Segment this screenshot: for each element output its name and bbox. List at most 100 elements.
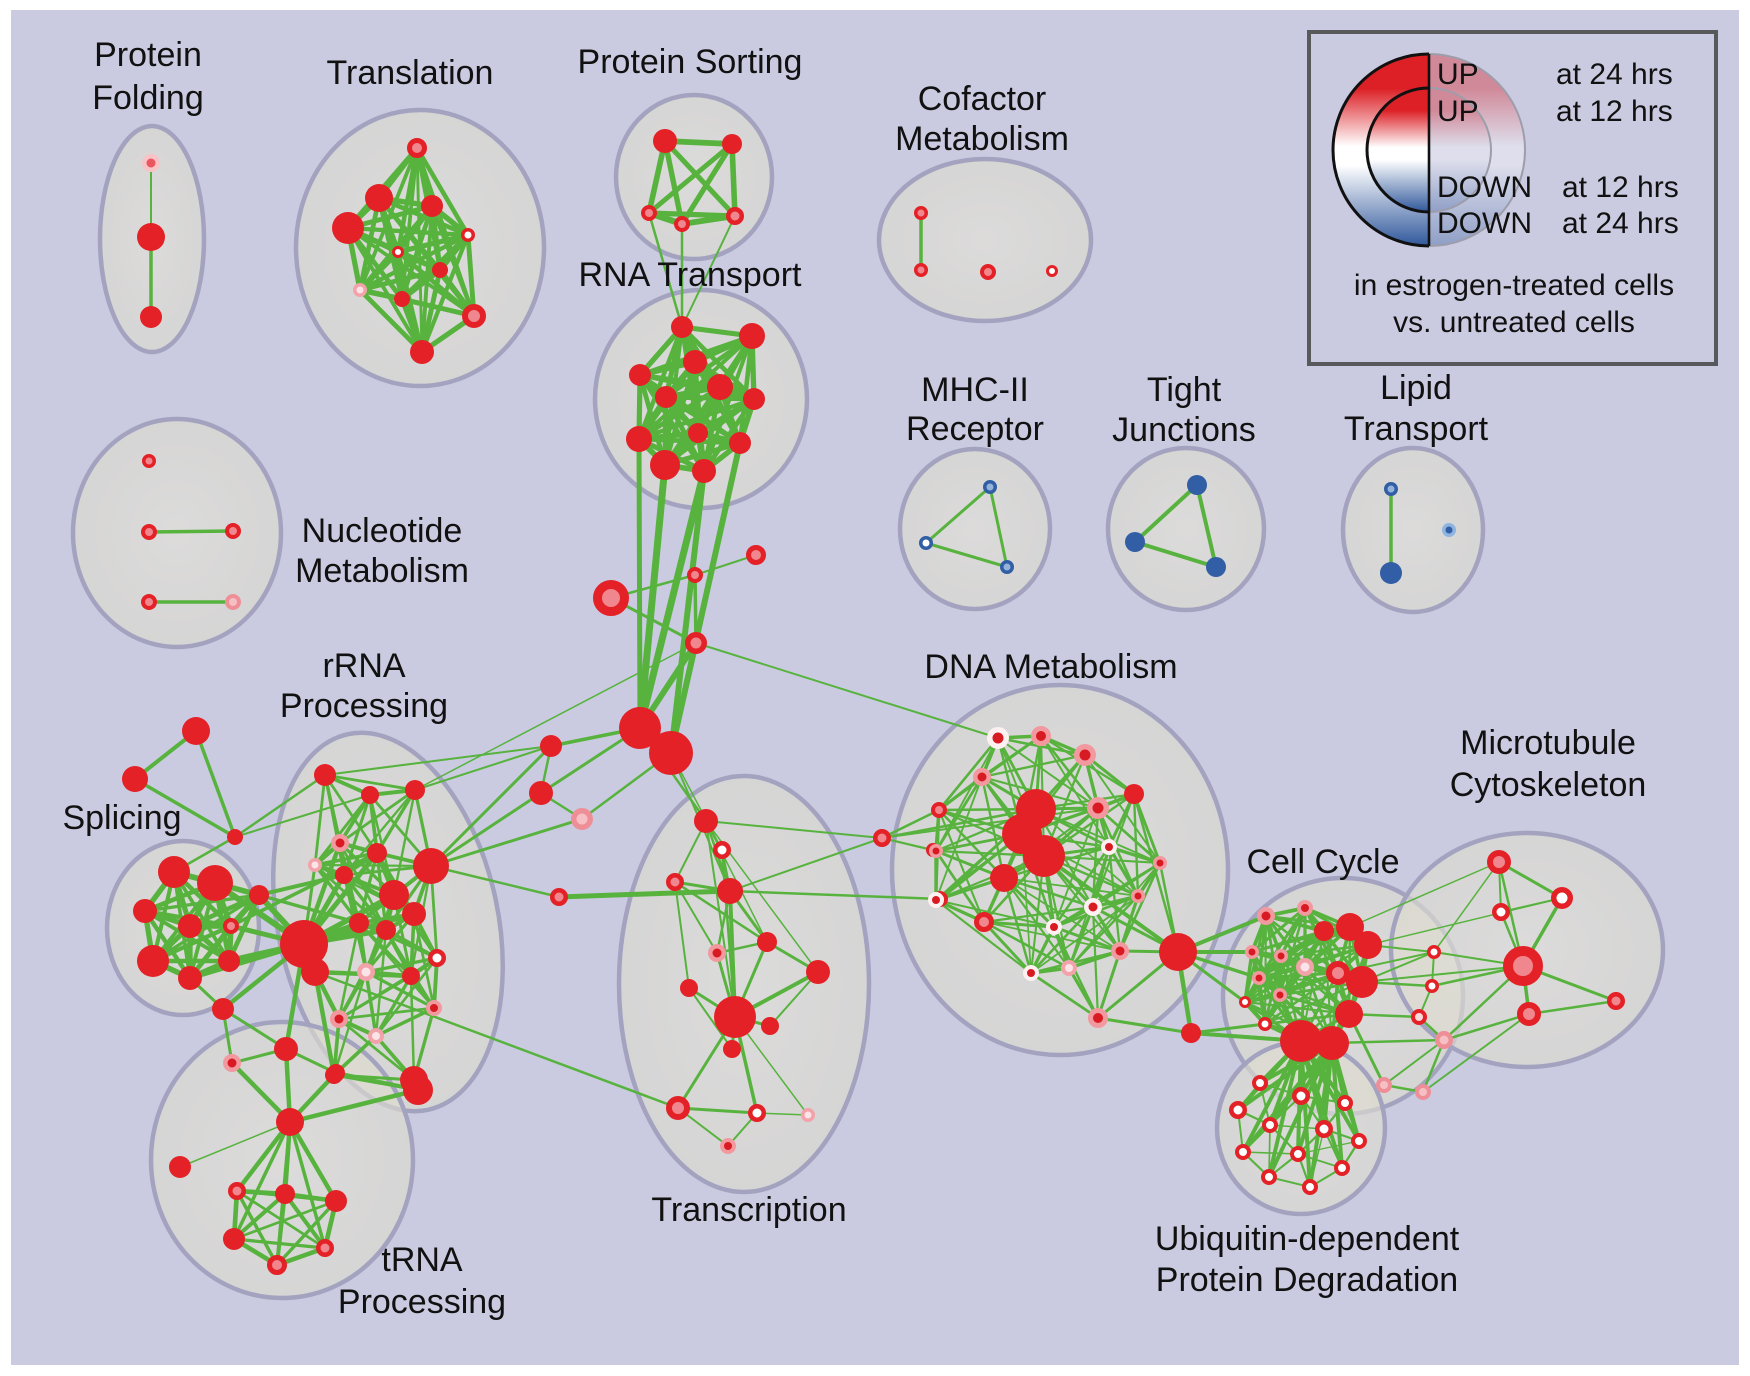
gene-node-166-Rw	[1427, 945, 1441, 959]
network-edge	[374, 974, 413, 1038]
cluster-label-trna-processing-line1: Processing	[338, 1283, 506, 1321]
network-edge	[982, 905, 1095, 924]
network-edge	[934, 898, 1033, 975]
gene-node-111-Pd	[720, 1138, 736, 1154]
gene-node-89-R	[169, 1156, 191, 1178]
gene-node-22-R	[629, 364, 651, 386]
gene-node-153-Pd	[1252, 971, 1266, 985]
gene-node-10-Pw	[353, 283, 367, 297]
network-edge	[133, 777, 237, 839]
legend-box	[1307, 30, 1718, 366]
gene-node-101-Pd	[708, 944, 726, 962]
gene-node-52-R	[158, 856, 190, 888]
network-edge	[409, 974, 416, 1082]
network-edge	[1107, 845, 1140, 898]
network-edge	[769, 971, 819, 1027]
gene-node-28-R	[729, 432, 751, 454]
gene-node-144-R	[619, 707, 661, 749]
legend-time-label-3: at 24 hrs	[1562, 207, 1679, 240]
cluster-label-dna-metabolism-line0: DNA Metabolism	[924, 648, 1177, 686]
cluster-label-cell-cycle-line0: Cell Cycle	[1246, 843, 1399, 881]
gene-node-175-Rp	[1503, 946, 1543, 986]
network-edge	[275, 1199, 338, 1267]
gene-node-15-R	[722, 134, 742, 154]
gene-node-139-R	[1181, 1023, 1201, 1043]
gene-node-77-Pw	[368, 1028, 384, 1044]
gene-node-4-R	[365, 184, 393, 212]
gene-node-57-R	[137, 945, 169, 977]
gene-node-63-R	[405, 780, 425, 800]
gene-node-117-Pd	[1074, 744, 1096, 766]
network-edge	[693, 573, 698, 645]
network-edge	[636, 461, 669, 732]
network-edge	[924, 541, 1009, 569]
legend-caption-line0: in estrogen-treated cells	[1354, 269, 1674, 302]
gene-node-181-Rw	[1229, 1101, 1247, 1119]
network-edge	[364, 956, 439, 974]
network-edge	[288, 1120, 327, 1250]
network-edge	[429, 203, 477, 319]
gene-node-145-R	[649, 731, 693, 775]
gene-node-0-pR	[142, 154, 160, 172]
network-edge	[982, 920, 1071, 970]
network-edge	[980, 753, 1087, 779]
gene-node-13-R	[410, 340, 434, 364]
gene-node-68-R	[379, 880, 409, 910]
gene-node-6-R	[332, 212, 364, 244]
gene-node-155-Pw	[1296, 958, 1314, 976]
gene-node-104-R	[806, 960, 830, 984]
legend-icon-right-half	[1429, 53, 1526, 247]
network-edge	[674, 881, 690, 989]
network-edge	[1422, 1013, 1530, 1093]
gene-node-160-R	[1336, 913, 1364, 941]
gene-node-152-Pd	[1274, 949, 1288, 963]
network-edge	[556, 888, 733, 900]
gene-node-174-Rw	[1492, 903, 1510, 921]
cluster-label-rna-transport-line0: RNA Transport	[579, 256, 803, 294]
gene-node-182-Rw	[1262, 1117, 1278, 1133]
network-edge	[364, 970, 436, 1010]
gene-node-98-Rp	[666, 873, 684, 891]
gene-node-19-R	[671, 316, 693, 338]
cluster-label-protein-folding-line0: Protein	[94, 36, 202, 74]
cluster-label-cofactor-metabolism-line0: Cofactor	[918, 80, 1047, 118]
gene-node-110-Pw	[801, 1108, 815, 1122]
network-edge	[324, 745, 552, 776]
gene-node-29-R	[650, 450, 680, 480]
network-edge	[414, 145, 471, 238]
gene-node-3-Rp	[407, 138, 427, 158]
cluster-label-cofactor-metabolism-line1: Metabolism	[895, 120, 1069, 158]
gene-node-132-Wd	[1046, 919, 1062, 935]
network-edge	[337, 974, 413, 1021]
gene-node-149-Pd	[1257, 907, 1275, 925]
network-edge	[429, 817, 584, 868]
network-edge	[663, 333, 755, 400]
network-edge	[729, 141, 738, 219]
gene-node-47-Rp	[141, 594, 157, 610]
network-edge	[151, 893, 261, 963]
gene-node-50-R	[122, 766, 148, 792]
network-edge	[720, 848, 737, 1019]
network-edge	[935, 899, 1055, 928]
gene-node-176-Rp	[1517, 1002, 1541, 1026]
gene-node-137-Pd	[1088, 1008, 1108, 1028]
network-edge	[636, 436, 743, 446]
cluster-label-ubiquitin-degradation-line0: Ubiquitin-dependent	[1155, 1220, 1460, 1258]
gene-node-127-Wd	[1101, 839, 1117, 855]
network-edge	[1442, 1012, 1531, 1042]
gene-node-116-Pd	[1031, 726, 1051, 746]
gene-node-168-Rq	[1411, 1009, 1427, 1025]
cluster-ellipse-dna-metabolism	[889, 682, 1231, 1058]
network-edge	[357, 249, 401, 293]
gene-node-1-R	[137, 223, 165, 251]
network-edge	[1241, 1041, 1334, 1154]
network-edge	[429, 864, 561, 899]
network-edge	[179, 1121, 291, 1168]
gene-node-133-Wd	[1084, 898, 1102, 916]
network-edge	[1250, 906, 1307, 954]
gene-node-82-Pd	[223, 1054, 241, 1072]
network-edge	[357, 267, 443, 293]
network-edge	[988, 485, 1009, 569]
gene-node-12-Rp	[462, 304, 486, 328]
